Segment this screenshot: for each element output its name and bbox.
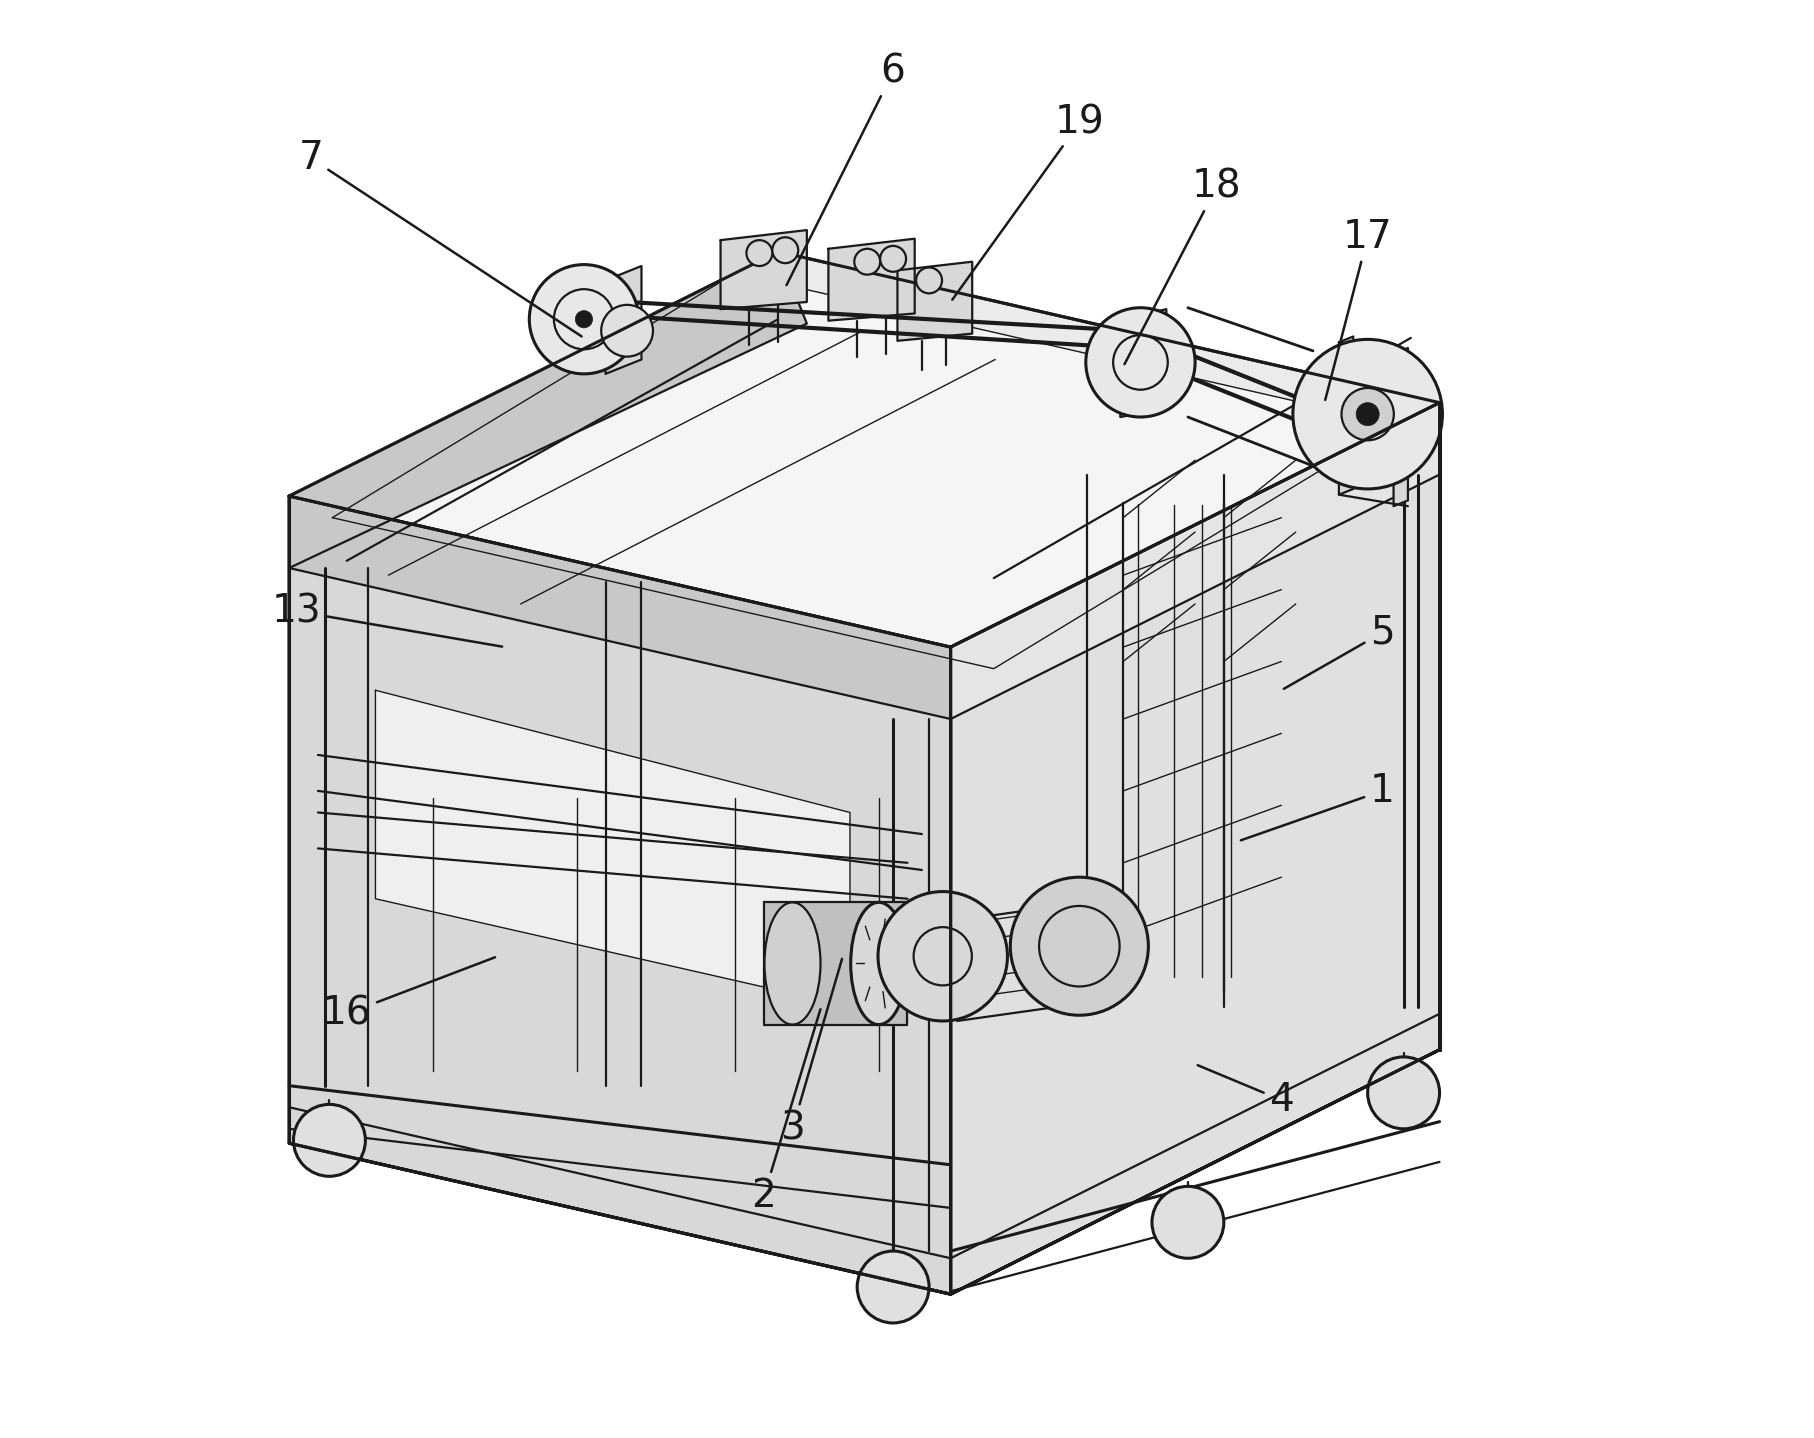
Circle shape [1368,1057,1439,1129]
Circle shape [1152,1186,1223,1258]
Text: 16: 16 [321,958,495,1032]
Polygon shape [288,252,807,568]
Circle shape [575,311,591,328]
Text: 2: 2 [751,1009,820,1215]
Polygon shape [764,903,907,1024]
Circle shape [854,249,880,275]
Polygon shape [1339,336,1353,495]
Circle shape [856,1251,929,1323]
Polygon shape [288,496,951,719]
Polygon shape [720,230,807,309]
Text: 4: 4 [1197,1066,1293,1119]
Text: 18: 18 [1125,168,1241,364]
Circle shape [1355,403,1379,426]
Polygon shape [951,403,1439,1294]
Ellipse shape [851,903,907,1024]
Circle shape [530,265,639,374]
Polygon shape [288,252,1439,647]
Ellipse shape [764,903,820,1024]
Circle shape [1085,308,1194,417]
Polygon shape [951,403,1439,719]
Text: 1: 1 [1241,772,1393,840]
Circle shape [600,305,653,357]
Polygon shape [288,496,951,1294]
Text: 19: 19 [952,104,1105,299]
Circle shape [1292,339,1442,489]
Polygon shape [1393,348,1408,506]
Text: 3: 3 [780,959,842,1148]
Text: 5: 5 [1282,614,1393,689]
Polygon shape [375,690,849,1007]
Text: 13: 13 [272,592,502,647]
Polygon shape [606,266,640,374]
Text: 17: 17 [1324,219,1391,400]
Circle shape [1341,388,1393,440]
Polygon shape [827,239,914,321]
Circle shape [746,240,773,266]
Polygon shape [332,273,1395,669]
Circle shape [916,267,941,293]
Circle shape [773,237,798,263]
Text: 6: 6 [785,53,905,285]
Circle shape [1010,877,1148,1015]
Text: 7: 7 [297,139,580,336]
Polygon shape [1119,309,1166,417]
Circle shape [880,246,905,272]
Circle shape [878,892,1007,1021]
Circle shape [294,1104,365,1176]
Polygon shape [896,262,972,341]
